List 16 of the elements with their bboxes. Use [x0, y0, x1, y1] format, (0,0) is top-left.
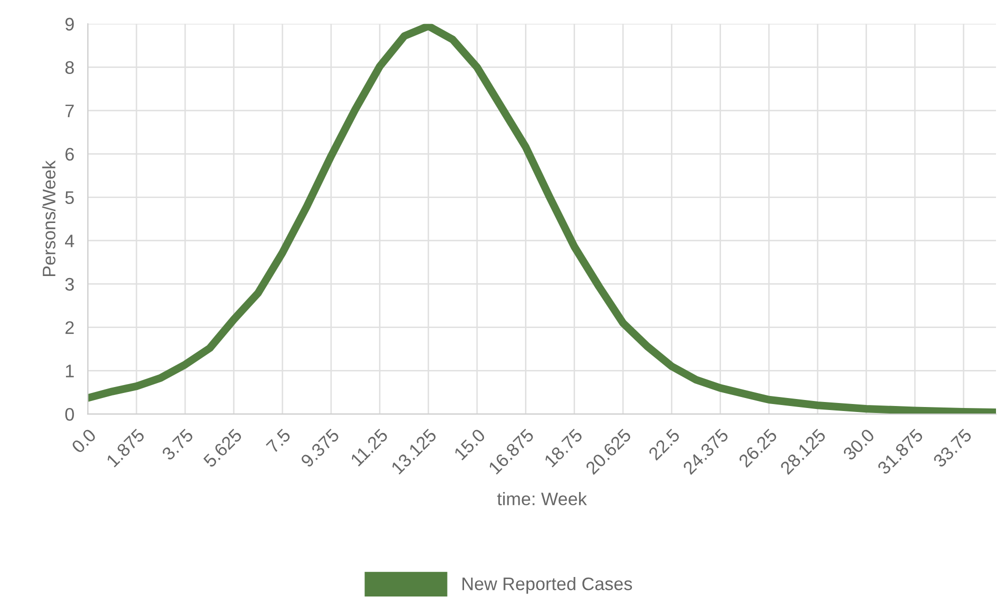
y-tick-label: 3	[65, 278, 74, 291]
y-tick-label: 4	[65, 234, 74, 248]
x-axis-title: time: Week	[497, 492, 587, 506]
y-tick-label: 0	[65, 408, 74, 421]
y-tick-label: 9	[65, 18, 74, 31]
y-axis-title: Persons/Week	[42, 160, 56, 276]
x-tick-label: 30.0	[842, 428, 876, 461]
y-tick-label: 5	[65, 191, 74, 204]
y-tick-label: 2	[65, 321, 74, 334]
legend-label: New Reported Cases	[462, 576, 632, 594]
y-tick-label: 1	[66, 364, 74, 378]
y-tick-label: 7	[66, 104, 74, 118]
y-tick-label: 6	[66, 148, 74, 161]
x-tick-label: 7.5	[266, 428, 292, 454]
y-tick-label: 8	[65, 61, 74, 74]
x-tick-label: 0.0	[70, 428, 97, 454]
